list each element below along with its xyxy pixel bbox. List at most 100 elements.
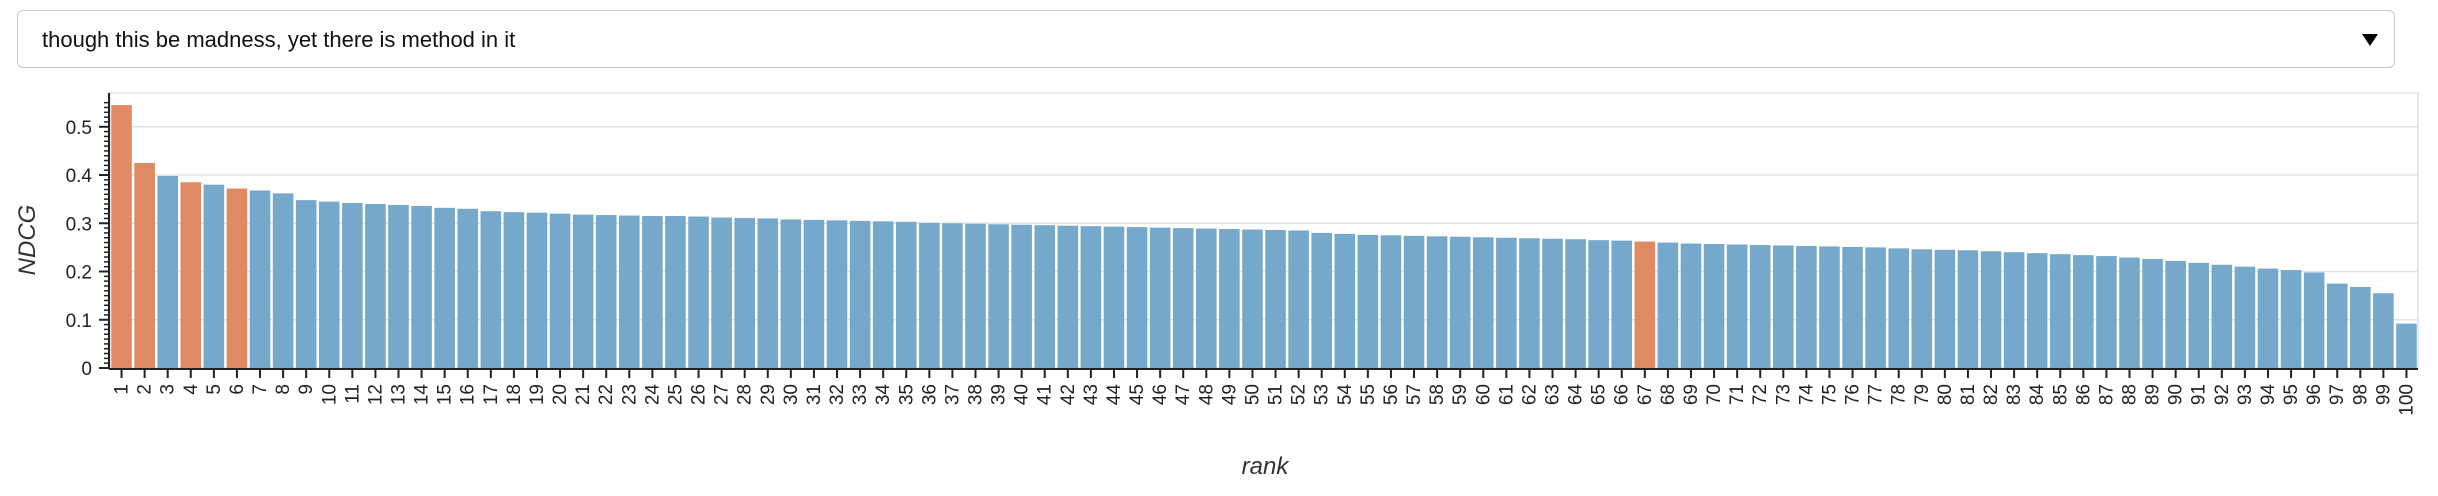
- bar-rank-31: [803, 219, 825, 368]
- bar-rank-52: [1288, 230, 1309, 368]
- bar-rank-5: [203, 184, 225, 368]
- x-tick-label: 68: [1658, 384, 1679, 405]
- x-axis-title: rank: [1242, 453, 1291, 480]
- bar-rank-41: [1034, 225, 1056, 368]
- bar-rank-27: [711, 217, 732, 368]
- bar-rank-64: [1565, 239, 1586, 368]
- plot-frame: [109, 92, 2419, 369]
- bar-rank-3: [157, 175, 178, 368]
- x-tick-label: 56: [1381, 384, 1402, 405]
- bar-rank-11: [342, 203, 363, 368]
- query-select[interactable]: though this be madness, yet there is met…: [17, 10, 2395, 68]
- bar-rank-80: [1934, 249, 1956, 368]
- x-tick-label: 57: [1404, 384, 1425, 405]
- y-tick-label: 0.5: [66, 118, 92, 139]
- bar-rank-95: [2280, 270, 2302, 368]
- x-tick-label: 77: [1866, 384, 1887, 405]
- x-tick-label: 72: [1750, 384, 1771, 405]
- bar-rank-44: [1103, 226, 1125, 368]
- x-tick-label: 49: [1219, 384, 1240, 405]
- x-tick-label: 80: [1935, 384, 1956, 405]
- x-tick-label: 16: [458, 384, 479, 405]
- x-tick-label: 79: [1912, 384, 1933, 405]
- bar-rank-19: [526, 212, 548, 368]
- bar-rank-97: [2326, 283, 2348, 368]
- bar-rank-66: [1611, 240, 1633, 368]
- x-tick-label: 76: [1843, 384, 1864, 405]
- x-tick-label: 43: [1081, 384, 1102, 405]
- y-tick-label: 0: [81, 359, 92, 380]
- x-tick-label: 20: [550, 384, 571, 405]
- bar-rank-73: [1773, 245, 1794, 368]
- x-tick-label: 83: [2004, 384, 2025, 405]
- bar-rank-20: [549, 213, 571, 368]
- bar-rank-16: [457, 208, 479, 368]
- bar-rank-25: [665, 216, 686, 368]
- bar-rank-36: [919, 222, 940, 368]
- x-tick-label: 52: [1289, 384, 1310, 405]
- bar-rank-48: [1196, 228, 1217, 368]
- x-tick-label: 35: [896, 384, 917, 405]
- x-tick-label: 32: [827, 384, 848, 405]
- x-tick-label: 45: [1127, 384, 1148, 405]
- x-tick-label: 37: [942, 384, 963, 405]
- x-tick-label: 82: [1981, 384, 2002, 405]
- x-tick-label: 29: [758, 384, 779, 405]
- bar-rank-79: [1911, 249, 1933, 368]
- bar-rank-47: [1172, 228, 1194, 368]
- bar-rank-49: [1219, 229, 1240, 368]
- bar-rank-75: [1819, 246, 1840, 368]
- bar-rank-37: [942, 223, 963, 368]
- bar-rank-24: [642, 216, 663, 368]
- bar-rank-60: [1472, 237, 1494, 368]
- x-tick-label: 51: [1266, 384, 1287, 405]
- y-tick-label: 0.3: [66, 214, 92, 235]
- x-tick-label: 71: [1727, 384, 1748, 405]
- bar-rank-85: [2049, 254, 2071, 368]
- x-tick-label: 92: [2212, 384, 2233, 405]
- x-tick-label: 11: [342, 384, 363, 404]
- x-tick-label: 89: [2143, 384, 2164, 405]
- x-tick-label: 23: [619, 384, 640, 405]
- bar-rank-90: [2165, 260, 2186, 368]
- y-tick-label: 0.2: [66, 263, 92, 284]
- x-tick-label: 50: [1242, 384, 1263, 405]
- bar-rank-78: [1888, 248, 1909, 368]
- bar-rank-57: [1403, 235, 1425, 368]
- x-tick-label: 2: [135, 384, 156, 395]
- bar-rank-70: [1703, 244, 1725, 368]
- x-tick-label: 95: [2281, 384, 2302, 405]
- x-tick-label: 98: [2350, 384, 2371, 405]
- bar-rank-12: [365, 203, 386, 368]
- bar-rank-94: [2257, 268, 2279, 368]
- x-tick-label: 9: [296, 384, 317, 395]
- x-tick-label: 44: [1104, 384, 1125, 406]
- bar-rank-17: [480, 211, 502, 368]
- x-tick-label: 6: [227, 384, 248, 395]
- x-tick-label: 46: [1150, 384, 1171, 405]
- bar-rank-56: [1380, 235, 1402, 368]
- x-tick-label: 75: [1819, 384, 1840, 405]
- bar-rank-42: [1057, 225, 1079, 368]
- bar-rank-67: [1634, 241, 1656, 368]
- x-tick-label: 4: [181, 384, 202, 395]
- bar-rank-77: [1865, 247, 1886, 368]
- x-tick-label: 15: [435, 384, 456, 405]
- x-tick-label: 48: [1196, 384, 1217, 405]
- bar-rank-18: [503, 212, 525, 368]
- x-tick-label: 22: [596, 384, 617, 405]
- bar-rank-43: [1080, 226, 1102, 368]
- bar-rank-51: [1265, 230, 1286, 368]
- x-tick-label: 60: [1473, 384, 1494, 405]
- bar-rank-100: [2396, 323, 2417, 368]
- y-tick-label: 0.4: [66, 166, 93, 187]
- x-tick-label: 12: [365, 384, 386, 405]
- bar-rank-4: [180, 182, 202, 368]
- bar-rank-82: [1980, 251, 2002, 368]
- x-tick-label: 69: [1681, 384, 1702, 405]
- query-select-value: though this be madness, yet there is met…: [42, 27, 516, 52]
- x-tick-label: 81: [1958, 384, 1979, 405]
- y-tick-label: 0.1: [66, 311, 92, 332]
- x-tick-label: 26: [689, 384, 710, 405]
